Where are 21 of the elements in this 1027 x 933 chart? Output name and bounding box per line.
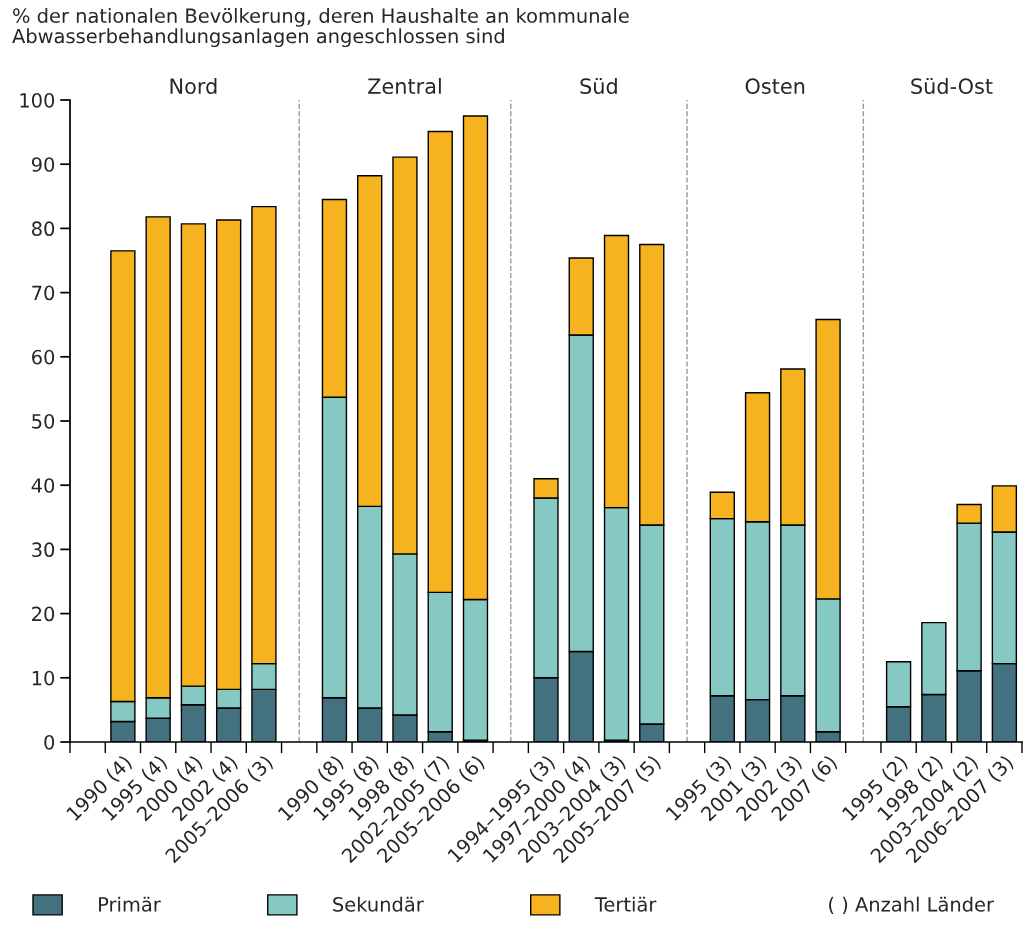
y-tick-label: 100 — [20, 92, 55, 108]
text: Süd — [580, 77, 617, 95]
y-tick-label: 50 — [32, 413, 55, 429]
text: ( ) Anzahl Länder — [829, 896, 995, 915]
y-tick-label: 80 — [31, 221, 55, 237]
y-tick-label: 20 — [32, 606, 55, 622]
text: Süd-Ost — [911, 77, 993, 95]
y-tick-label: 90 — [31, 157, 55, 172]
chart-title: % der nationalen Bevölkerung, deren Haushalte an kommunale Abwasserbehandlungsanlagen angeschlossen sind — [12, 8, 629, 48]
y-tick-label: 60 — [32, 349, 55, 365]
text: Zentral — [368, 77, 441, 95]
y-tick-label: 10 — [32, 670, 55, 686]
legend-label: Sekundär — [333, 896, 424, 912]
y-tick-label: 30 — [32, 542, 55, 558]
legend-label: Tertiär — [594, 896, 657, 912]
legend-label: Primär — [99, 896, 161, 912]
y-tick-label: 0 — [44, 734, 55, 750]
text: Nord — [170, 77, 217, 95]
y-tick-label: 70 — [32, 285, 55, 301]
y-tick-label: 40 — [31, 478, 55, 493]
text: Osten — [745, 78, 805, 95]
